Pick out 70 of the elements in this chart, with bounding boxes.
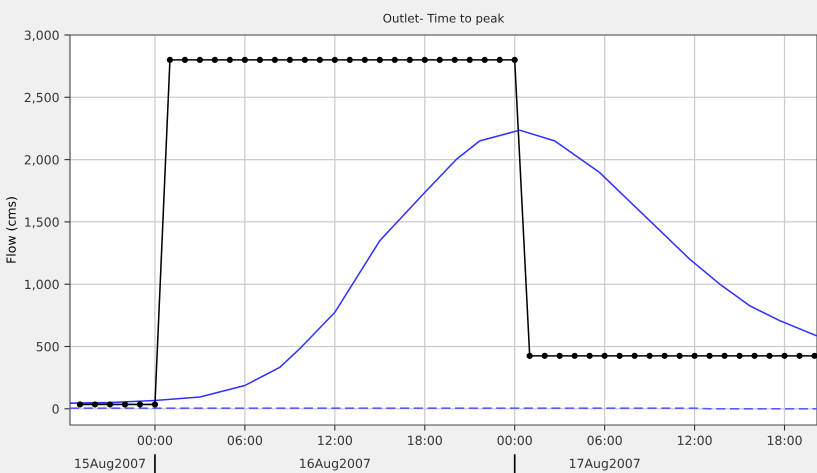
point <box>631 352 638 359</box>
point <box>616 352 623 359</box>
point <box>136 401 144 408</box>
point <box>542 352 548 359</box>
point <box>422 56 428 64</box>
x-tick-label: 12:00 <box>678 436 712 446</box>
point <box>362 56 368 64</box>
point <box>512 56 518 64</box>
point <box>332 56 338 64</box>
point <box>242 56 248 64</box>
point <box>736 352 743 359</box>
point <box>572 352 578 359</box>
point <box>496 56 503 64</box>
y-tick-label: 0 <box>52 404 59 414</box>
point <box>76 401 84 408</box>
x-tick-label: 00:00 <box>498 436 532 446</box>
x-tick-label: 06:00 <box>228 436 262 446</box>
point <box>166 56 174 64</box>
point <box>212 56 218 64</box>
point <box>556 352 563 359</box>
x-tick-label: 12:00 <box>318 436 352 446</box>
x-tick-label: 00:00 <box>138 436 172 446</box>
point <box>106 401 114 408</box>
point <box>691 352 698 359</box>
point <box>256 56 263 64</box>
x2-tick-label: 16Aug2007 <box>300 458 370 471</box>
y-tick-label: 3,000 <box>24 30 59 42</box>
point <box>452 56 458 64</box>
point <box>676 352 683 359</box>
point <box>196 56 204 64</box>
point <box>781 352 788 359</box>
point <box>226 56 234 64</box>
point <box>302 56 308 64</box>
point <box>406 56 413 64</box>
point <box>811 352 817 359</box>
point <box>721 352 728 359</box>
x-tick-label: 18:00 <box>408 436 442 446</box>
point <box>482 56 488 64</box>
point <box>706 352 713 359</box>
point <box>182 56 188 64</box>
x2-tick-label: 17Aug2007 <box>570 458 640 471</box>
point <box>152 401 158 408</box>
point <box>346 56 353 64</box>
point <box>436 56 443 64</box>
y-tick-label: 1,500 <box>25 217 59 228</box>
point <box>376 56 383 64</box>
point <box>661 352 668 359</box>
y-axis-title: Flow (cms) <box>6 197 18 263</box>
point <box>796 352 803 359</box>
point <box>586 352 593 359</box>
point <box>272 56 278 64</box>
point <box>122 401 128 408</box>
point <box>286 56 293 64</box>
point <box>602 352 608 359</box>
point <box>646 352 653 359</box>
x-tick-label: 06:00 <box>587 436 622 446</box>
chart-title: Outlet- Time to peak <box>383 14 504 25</box>
y-tick-label: 2,000 <box>24 155 59 166</box>
point <box>766 352 773 359</box>
point <box>466 56 473 64</box>
point <box>92 401 98 408</box>
point <box>526 352 533 359</box>
x2-tick-label: 15Aug2007 <box>75 458 145 471</box>
y-tick-label: 1,000 <box>25 280 59 290</box>
point <box>316 56 323 64</box>
point <box>392 56 398 64</box>
y-tick-label: 500 <box>36 342 59 352</box>
y-tick-label: 2,500 <box>24 92 59 104</box>
x-tick-label: 18:00 <box>768 436 802 446</box>
point <box>751 352 758 359</box>
